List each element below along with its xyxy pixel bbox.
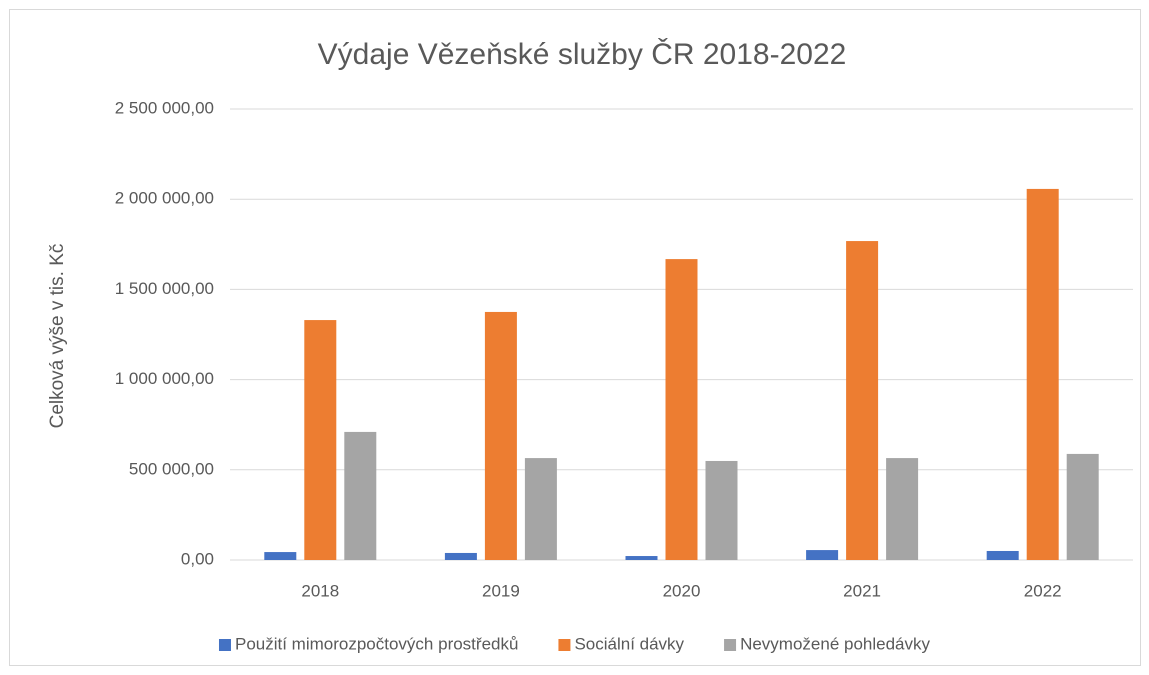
bar	[344, 431, 377, 560]
x-tick-label: 2022	[1024, 581, 1062, 600]
chart-border	[9, 9, 1141, 666]
legend-label: Použití mimorozpočtových prostředků	[235, 634, 518, 653]
legend-label: Sociální dávky	[574, 634, 684, 653]
bar	[1066, 453, 1099, 560]
bar	[806, 550, 839, 560]
bar	[484, 311, 517, 560]
legend-label: Nevymožené pohledávky	[740, 634, 930, 653]
y-tick-label: 2 500 000,00	[115, 98, 214, 117]
x-tick-label: 2019	[482, 581, 520, 600]
x-tick-label: 2021	[843, 581, 881, 600]
y-tick-label: 2 000 000,00	[115, 189, 214, 208]
y-axis-title: Celková výše v tis. Kč	[47, 244, 68, 429]
bar	[886, 458, 919, 560]
bar	[705, 460, 738, 560]
y-tick-label: 500 000,00	[129, 459, 214, 478]
bar	[524, 458, 557, 560]
y-tick-label: 1 500 000,00	[115, 279, 214, 298]
legend-swatch	[724, 639, 737, 651]
bar	[846, 241, 879, 560]
x-tick-label: 2020	[663, 581, 701, 600]
bar	[264, 552, 297, 560]
y-tick-label: 0,00	[181, 549, 214, 568]
legend-swatch	[218, 639, 231, 651]
bar	[665, 259, 698, 560]
y-tick-label: 1 000 000,00	[115, 369, 214, 388]
x-tick-label: 2018	[301, 581, 339, 600]
bar	[304, 320, 337, 560]
bar	[986, 550, 1019, 560]
bar	[625, 556, 658, 560]
bar	[444, 552, 477, 560]
legend-swatch	[558, 639, 571, 651]
bar	[1026, 188, 1059, 560]
chart-title: Výdaje Vězeňské služby ČR 2018-2022	[318, 37, 847, 71]
